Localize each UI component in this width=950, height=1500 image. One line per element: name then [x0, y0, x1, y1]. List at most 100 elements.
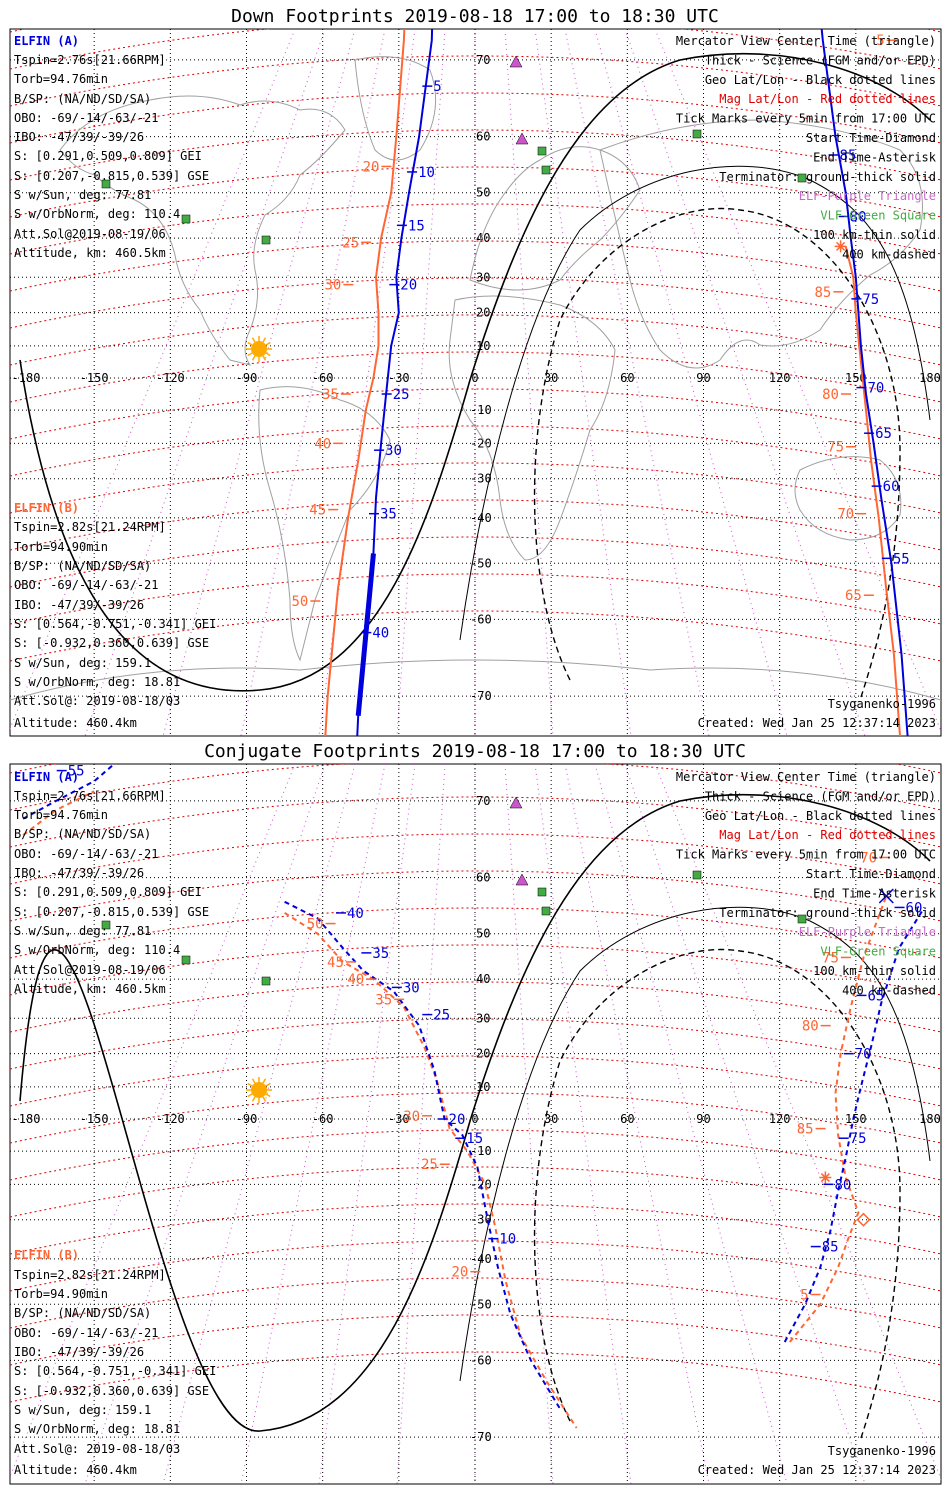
lat-tick-label: -60	[470, 612, 492, 626]
elfin-a-time-label: 75	[850, 1131, 867, 1147]
vlf-station-square	[797, 173, 807, 183]
elfin-a-time-label: 25	[393, 387, 410, 403]
info-line: Tspin=2.76s[21.66RPM]	[14, 789, 166, 803]
info-line: Att.Sol@2019-08-19/06	[14, 963, 166, 977]
terminator-down	[19, 52, 931, 701]
model-label: Tsyganenko-1996	[828, 1444, 936, 1458]
elfin-b-time-label: 30	[403, 1109, 420, 1125]
mag-lat-line	[10, 462, 941, 514]
info-line: B/SP: (NA/ND/SD/SA)	[14, 827, 151, 841]
footprint-tracks-down: 5101520253035405858075706560555015202530…	[291, 29, 910, 736]
panel-title-conjugate: Conjugate Footprints 2019-08-18 17:00 to…	[204, 741, 746, 762]
elfin-b-track	[844, 246, 902, 736]
elfin-b-time-label: 25	[421, 1157, 438, 1173]
mag-lat-line	[10, 1092, 941, 1144]
sun-icon	[251, 341, 267, 357]
vlf-station-square	[692, 870, 702, 880]
info-line: S: [-0.932,0.360,0.639] GSE	[14, 636, 209, 650]
mag-lat-line	[10, 1277, 941, 1329]
mag-lat-line	[10, 1129, 941, 1181]
legend-item: Terminator: ground-thick solid	[719, 906, 936, 920]
map-markers-conjugate	[101, 796, 894, 1227]
legend-item: 100 km-thin solid	[813, 228, 936, 242]
elfin-a-time-label: 40	[372, 626, 389, 642]
mag-lat-line	[10, 796, 941, 848]
vlf-station-square	[541, 165, 551, 175]
elf-station-triangle	[509, 796, 523, 809]
mag-lat-line	[10, 981, 941, 1033]
mag-lat-line	[10, 1351, 941, 1403]
elfin-b-track	[789, 895, 888, 1343]
mag-lon-line	[504, 764, 554, 1484]
lon-tick-label: 0	[471, 371, 478, 385]
elfin-b-track	[324, 29, 406, 736]
lon-tick-label: 0	[471, 1112, 478, 1126]
mag-lon-line	[162, 29, 356, 736]
lat-tick-label: -30	[470, 472, 492, 486]
mag-lon-line	[504, 29, 554, 736]
lon-tick-label: -180	[12, 371, 41, 385]
sun-ray	[265, 1082, 271, 1087]
end-time-asterisk	[834, 240, 847, 253]
elfin-b-time-label: 85	[797, 1122, 814, 1138]
legend-item: Start Time-Diamond	[806, 131, 936, 145]
mag-lat-line	[10, 92, 941, 144]
elfin-b-time-label: 70	[860, 850, 877, 866]
info-line: IBO: -47/39/-39/26	[14, 130, 144, 144]
elfin-b-info-down: ELFIN (B) Tspin=2.82s[21.24RPM] Torb=94.…	[14, 501, 216, 730]
elfin-a-track	[783, 906, 926, 1343]
vlf-station-square	[261, 976, 271, 986]
mag-lat-line	[10, 1055, 941, 1107]
info-line: OBO: -69/-14/-63/-21	[14, 847, 159, 861]
legend-item: 400 km-dashed	[842, 983, 936, 997]
lat-tick-label: 30	[476, 1011, 490, 1025]
info-line: Altitude, km: 460.5km	[14, 246, 166, 260]
mag-lat-line	[10, 573, 941, 625]
legend-down: Mercator View Center Time (triangle) Thic…	[676, 34, 937, 261]
elfin-b-label: ELFIN (B)	[14, 501, 79, 515]
vlf-station-square	[261, 235, 271, 245]
vlf-station-square	[797, 914, 807, 924]
lat-tick-label: -60	[470, 1353, 492, 1367]
elfin-b-label: ELFIN (B)	[14, 1248, 79, 1262]
mag-lon-line	[162, 764, 356, 1484]
info-line: Altitude: 460.4km	[14, 716, 137, 730]
elfin-a-time-label: 65	[867, 988, 884, 1004]
legend-item: Tick Marks every 5min from 17:00 UTC	[676, 112, 936, 126]
elfin-a-time-label: 15	[466, 1131, 483, 1147]
lon-tick-label: 60	[620, 1112, 634, 1126]
elfin-a-track	[820, 29, 909, 736]
elfin-a-time-label: 40	[347, 906, 364, 922]
info-line: S w/OrbNorm, deg: 18.81	[14, 1422, 180, 1436]
elfin-b-time-label: 75	[827, 440, 844, 456]
mag-lat-line	[10, 1203, 941, 1255]
legend-item: Mag Lat/Lon - Red dotted lines	[719, 92, 936, 106]
legend-item: Mag Lat/Lon - Red dotted lines	[719, 828, 936, 842]
info-line: Tspin=2.76s[21.66RPM]	[14, 53, 166, 67]
info-line: B/SP: (NA/ND/SD/SA)	[14, 92, 151, 106]
elfin-b-time-label: 80	[802, 1019, 819, 1035]
mag-lat-line	[10, 277, 941, 329]
elfin-b-time-label: 50	[291, 594, 308, 610]
lat-tick-label: 40	[476, 972, 490, 986]
sun-ray	[247, 341, 253, 346]
elfin-a-time-label: 80	[834, 1177, 851, 1193]
coast-north-america	[59, 95, 346, 366]
mag-lon-line	[318, 764, 416, 1484]
lon-tick-label: 90	[696, 371, 710, 385]
info-line: Torb=94.90min	[14, 540, 108, 554]
info-line: S: [0.207,-0.815,0.539] GSE	[14, 905, 209, 919]
elfin-b-time-label: 65	[845, 588, 862, 604]
lat-tick-label: 30	[476, 270, 490, 284]
elfin-a-science-segment	[355, 553, 376, 717]
lon-tick-label: -30	[388, 1112, 410, 1126]
view-center-marker	[878, 888, 894, 904]
elfin-b-info-conjugate: ELFIN (B) Tspin=2.82s[21.24RPM] Torb=94.…	[14, 1248, 216, 1477]
lat-tick-label: 60	[476, 130, 490, 144]
created-label: Created: Wed Jan 25 12:37:14 2023	[698, 716, 936, 730]
info-line: B/SP: (NA/ND/SD/SA)	[14, 1306, 151, 1320]
elf-station-triangle	[515, 873, 529, 886]
sun-ray	[262, 1096, 267, 1102]
elfin-b-time-label: 5	[800, 1288, 808, 1304]
lon-tick-label: -60	[312, 1112, 334, 1126]
